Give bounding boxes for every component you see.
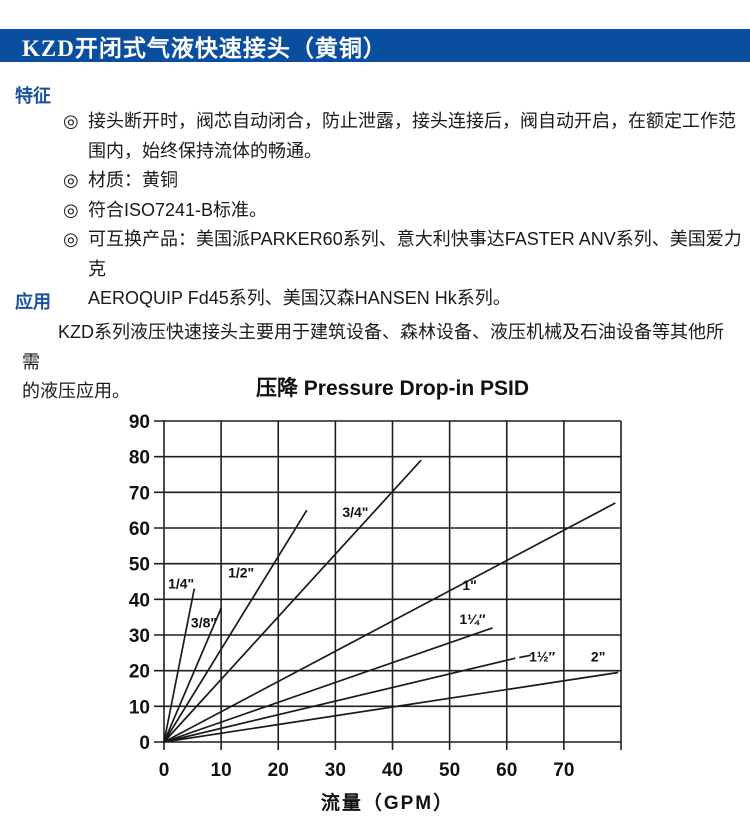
application-heading: 应用 bbox=[15, 292, 51, 312]
series-label-leader bbox=[519, 654, 531, 659]
x-axis-tick-label: 40 bbox=[382, 760, 403, 781]
page-title-banner: KZD开闭式气液快速接头（黄铜） bbox=[0, 29, 750, 62]
y-axis-tick-label: 60 bbox=[129, 519, 150, 540]
series-line-14 bbox=[163, 588, 196, 743]
y-axis-tick-label: 40 bbox=[129, 590, 150, 611]
features-list: ◎ 接头断开时，阀芯自动闭合，防止泄露，接头连接后，阀自动开启，在额定工作范 围内… bbox=[63, 107, 742, 314]
series-label: 3/4" bbox=[342, 504, 368, 520]
x-axis-tick-label: 70 bbox=[553, 760, 574, 781]
page-title: KZD开闭式气液快速接头（黄铜） bbox=[22, 35, 387, 61]
bullseye-bullet-icon: ◎ bbox=[63, 111, 79, 131]
y-axis-tick-label: 70 bbox=[129, 483, 150, 504]
y-axis-tick-label: 50 bbox=[129, 555, 150, 576]
y-axis-tick-label: 0 bbox=[139, 733, 150, 754]
series-line-38 bbox=[163, 607, 222, 743]
series-label: 1¼″ bbox=[459, 611, 485, 627]
series-line-114 bbox=[163, 627, 493, 743]
application-paragraph: KZD系列液压快速接头主要用于建筑设备、森林设备、液压机械及石油设备等其他所需 … bbox=[22, 322, 724, 401]
x-axis-title: 流量（GPM） bbox=[321, 791, 454, 814]
x-axis-tick-label: 0 bbox=[159, 760, 170, 781]
feature-text: 材质：黄铜 bbox=[88, 170, 178, 190]
y-axis-tick-label: 90 bbox=[129, 412, 150, 433]
series-label: 1½″ bbox=[529, 648, 555, 664]
list-item: ◎ 材质：黄铜 bbox=[63, 166, 742, 196]
series-line-2 bbox=[163, 671, 619, 743]
series-line-34 bbox=[163, 459, 422, 743]
list-item: ◎ 接头断开时，阀芯自动闭合，防止泄露，接头连接后，阀自动开启，在额定工作范 围内… bbox=[63, 107, 742, 166]
feature-text: 接头断开时，阀芯自动闭合，防止泄露，接头连接后，阀自动开启，在额定工作范 围内，… bbox=[88, 111, 736, 161]
series-label: 1/2" bbox=[228, 565, 254, 581]
x-axis-tick-label: 10 bbox=[211, 760, 232, 781]
x-axis-tick-label: 20 bbox=[268, 760, 289, 781]
bullseye-bullet-icon: ◎ bbox=[63, 170, 79, 190]
series-line-112 bbox=[163, 657, 516, 743]
x-axis-tick-label: 60 bbox=[496, 760, 517, 781]
y-axis-tick-label: 30 bbox=[129, 626, 150, 647]
feature-text: 可互换产品：美国派PARKER60系列、意大利快事达FASTER ANV系列、美… bbox=[88, 229, 742, 308]
bullseye-bullet-icon: ◎ bbox=[63, 229, 79, 249]
series-label: 1/4" bbox=[168, 575, 194, 591]
chart-title: 压降 Pressure Drop-in PSID bbox=[256, 376, 529, 400]
x-axis-tick-label: 30 bbox=[325, 760, 346, 781]
bullseye-bullet-icon: ◎ bbox=[63, 199, 79, 220]
list-item: ◎ 可互换产品：美国派PARKER60系列、意大利快事达FASTER ANV系列、… bbox=[63, 225, 742, 314]
y-axis-tick-label: 20 bbox=[129, 662, 150, 683]
features-heading: 特征 bbox=[15, 86, 51, 106]
series-label: 1" bbox=[462, 577, 476, 593]
series-line-1 bbox=[163, 502, 616, 743]
series-label: 2" bbox=[591, 648, 605, 664]
series-line-12 bbox=[163, 509, 308, 743]
x-axis-tick-label: 50 bbox=[439, 760, 460, 781]
feature-text: 符合ISO7241-B标准。 bbox=[88, 199, 268, 220]
y-axis-tick-label: 80 bbox=[129, 448, 150, 469]
series-label: 3/8" bbox=[191, 615, 217, 631]
y-axis-tick-label: 10 bbox=[129, 697, 150, 718]
list-item: ◎ 符合ISO7241-B标准。 bbox=[63, 196, 742, 226]
